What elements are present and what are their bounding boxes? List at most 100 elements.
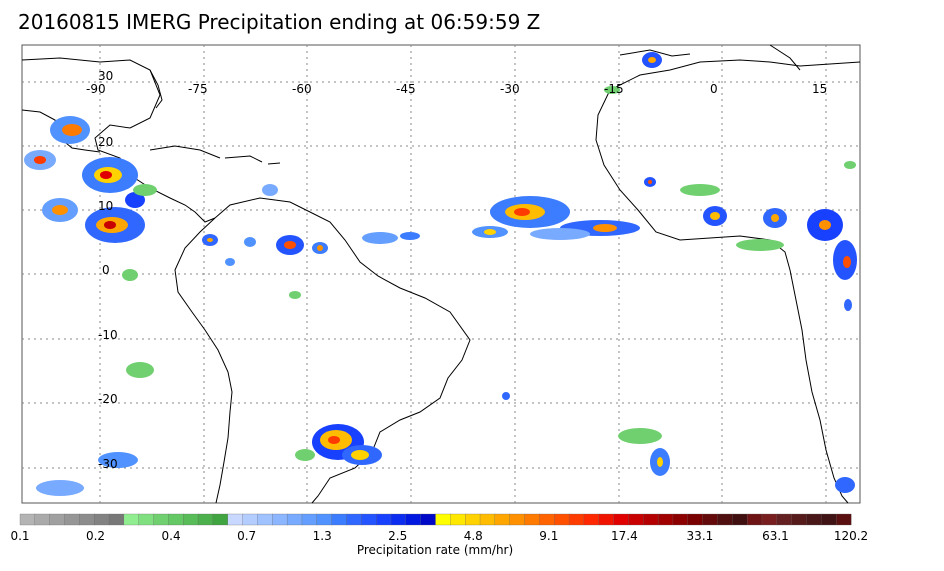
- colorbar-swatch: [732, 513, 748, 526]
- lat-label: 0: [102, 263, 110, 277]
- colorbar-swatch: [509, 513, 525, 526]
- colorbar-swatch: [420, 513, 436, 526]
- colorbar-swatch: [821, 513, 837, 526]
- colorbar-swatch: [672, 513, 689, 526]
- colorbar-swatch: [138, 513, 155, 526]
- precip-system-southern-brazil: [295, 424, 382, 465]
- precip-cells-north-africa: [604, 52, 856, 169]
- colorbar-swatch: [836, 513, 852, 526]
- lon-label: -75: [188, 82, 208, 96]
- colorbar-tick-label: 0.1: [10, 529, 29, 543]
- colorbar-swatches: [19, 513, 852, 526]
- colorbar-swatch: [123, 513, 140, 526]
- colorbar-swatch: [613, 513, 629, 526]
- colorbar-tick-label: 63.1: [762, 529, 789, 543]
- precip-cluster-central-america: [24, 116, 157, 243]
- lat-label: 30: [98, 69, 113, 83]
- coast-south-america-west: [174, 217, 233, 504]
- colorbar-swatch: [643, 513, 659, 526]
- colorbar-swatch: [746, 513, 763, 526]
- lat-label: -30: [98, 457, 118, 471]
- lat-label: 20: [98, 135, 113, 149]
- colorbar-tick-label: 9.1: [539, 529, 558, 543]
- colorbar-swatch: [657, 513, 674, 526]
- lon-label: -90: [86, 82, 106, 96]
- colorbar-swatch: [331, 513, 347, 526]
- colorbar-swatch: [539, 513, 555, 526]
- graticule: [22, 45, 860, 503]
- lat-label: -20: [98, 392, 118, 406]
- coast-africa-north: [609, 59, 861, 91]
- colorbar-swatch: [286, 513, 303, 526]
- lon-label: -30: [500, 82, 520, 96]
- colorbar-swatch: [598, 513, 615, 526]
- colorbar-swatch: [479, 513, 496, 526]
- colorbar-swatch: [761, 513, 778, 526]
- coast-iberia: [619, 49, 691, 57]
- lat-label: 10: [98, 199, 113, 213]
- colorbar-swatch: [717, 513, 733, 526]
- precip-band-south-atlantic: [502, 392, 855, 493]
- colorbar-title: Precipitation rate (mm/hr): [356, 543, 514, 557]
- coast-florida: [149, 69, 163, 109]
- colorbar-swatch: [806, 513, 822, 526]
- colorbar-swatch: [390, 513, 407, 526]
- colorbar-swatch: [94, 513, 110, 526]
- coast-cuba: [149, 145, 221, 159]
- coast-hispaniola: [224, 155, 263, 163]
- colorbar-swatch: [346, 513, 362, 526]
- lon-label: -45: [396, 82, 416, 96]
- colorbar-tick-label: 33.1: [687, 529, 714, 543]
- precip-band-itcz: [472, 177, 857, 311]
- colorbar-swatch: [49, 513, 65, 526]
- colorbar-swatch: [183, 513, 199, 526]
- map-title: 20160815 IMERG Precipitation ending at 0…: [18, 10, 541, 34]
- colorbar-swatch: [568, 513, 585, 526]
- colorbar-swatch: [494, 513, 511, 526]
- precip-cells-southeast-pacific: [36, 269, 154, 496]
- colorbar-swatch: [19, 513, 36, 526]
- colorbar-tick-label: 0.4: [162, 529, 181, 543]
- precip-cells-amazon: [202, 184, 420, 299]
- colorbar-swatch: [168, 513, 184, 526]
- colorbar-swatch: [583, 513, 600, 526]
- lon-label: 15: [812, 82, 827, 96]
- longitude-labels: -90 -75 -60 -45 -30 -15 0 15: [86, 82, 827, 96]
- colorbar-tick-label: 120.2: [834, 529, 868, 543]
- colorbar-swatch: [212, 513, 229, 526]
- colorbar-swatch: [153, 513, 169, 526]
- colorbar-tick-label: 0.2: [86, 529, 105, 543]
- colorbar-swatch: [227, 513, 244, 526]
- colorbar-swatch: [524, 513, 540, 526]
- colorbar-swatch: [316, 513, 333, 526]
- colorbar-swatch: [197, 513, 214, 526]
- colorbar-swatch: [272, 513, 288, 526]
- colorbar-swatch: [375, 513, 392, 526]
- colorbar-swatch: [108, 513, 125, 526]
- colorbar-tick-labels: 0.1 0.2 0.4 0.7 1.3 2.5 4.8 9.1 17.4 33.1 63.1 120.…: [10, 529, 868, 543]
- coast-italy: [769, 44, 801, 71]
- colorbar-swatch: [554, 513, 570, 526]
- colorbar-swatch: [450, 513, 466, 526]
- colorbar-swatch: [435, 513, 451, 526]
- lon-label: -60: [292, 82, 312, 96]
- colorbar-tick-label: 2.5: [388, 529, 407, 543]
- colorbar-swatch: [628, 513, 644, 526]
- colorbar-swatch: [361, 513, 377, 526]
- colorbar-swatch: [64, 513, 80, 526]
- colorbar-swatch: [776, 513, 793, 526]
- colorbar-swatch: [405, 513, 422, 526]
- lat-label: -10: [98, 328, 118, 342]
- coast-north-america: [21, 57, 216, 223]
- colorbar-swatch: [687, 513, 704, 526]
- lon-label: -15: [604, 82, 624, 96]
- colorbar-swatch: [301, 513, 318, 526]
- colorbar-tick-label: 17.4: [611, 529, 638, 543]
- coast-puerto-rico: [267, 162, 281, 165]
- colorbar-swatch: [791, 513, 807, 526]
- latitude-labels: 30 20 10 0 -10 -20 -30: [98, 69, 118, 471]
- lon-label: 0: [710, 82, 718, 96]
- colorbar-tick-label: 0.7: [237, 529, 256, 543]
- colorbar-tick-label: 4.8: [464, 529, 483, 543]
- colorbar-swatch: [34, 513, 51, 526]
